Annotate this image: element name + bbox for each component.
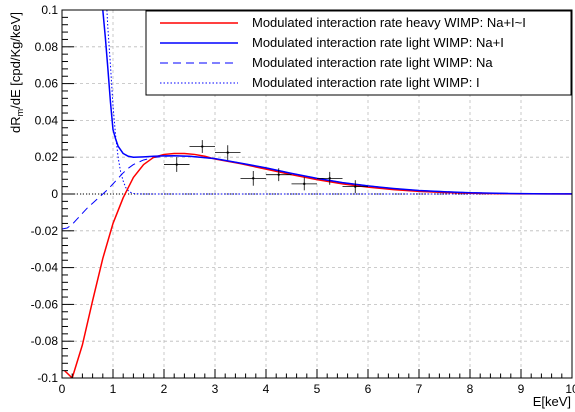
series-line-3 bbox=[106, 10, 572, 195]
y-tick-label: 0 bbox=[51, 187, 58, 201]
data-point bbox=[266, 168, 292, 182]
legend: Modulated interaction rate heavy WIMP: N… bbox=[145, 10, 572, 96]
data-points bbox=[164, 140, 368, 194]
point-marker bbox=[175, 163, 178, 166]
y-tick-label: 0.08 bbox=[35, 40, 59, 54]
point-marker bbox=[201, 145, 204, 148]
data-point bbox=[342, 180, 368, 194]
legend-label-light-i: Modulated interaction rate light WIMP: I bbox=[252, 75, 480, 90]
x-tick-label: 9 bbox=[518, 382, 525, 396]
x-tick-label: 8 bbox=[467, 382, 474, 396]
y-tick-label: 0.06 bbox=[35, 77, 59, 91]
data-point bbox=[215, 145, 241, 160]
point-marker bbox=[252, 177, 255, 180]
data-point bbox=[189, 140, 215, 153]
y-axis-title: dRm/dE [cpd/Kg/keV] bbox=[8, 12, 25, 133]
x-tick-label: 7 bbox=[416, 382, 423, 396]
y-axis-title-main: dR bbox=[8, 116, 23, 133]
x-tick-label: 1 bbox=[110, 382, 117, 396]
x-axis-title: E[keV] bbox=[533, 394, 571, 409]
x-tick-label: 5 bbox=[314, 382, 321, 396]
x-tick-label: 3 bbox=[212, 382, 219, 396]
y-tick-label: 0.02 bbox=[35, 150, 59, 164]
y-tick-label: -0.08 bbox=[31, 334, 59, 348]
y-axis-title-rest: /dE [cpd/Kg/keV] bbox=[8, 12, 23, 109]
point-marker bbox=[354, 185, 357, 188]
y-axis-title-subscript: m bbox=[15, 109, 25, 117]
legend-label-light-na: Modulated interaction rate light WIMP: N… bbox=[252, 55, 493, 70]
y-tick-label: -0.1 bbox=[37, 371, 58, 385]
data-point bbox=[291, 177, 317, 191]
y-tick-label: 0.1 bbox=[41, 3, 58, 17]
y-tick-label: -0.06 bbox=[31, 297, 59, 311]
x-tick-label: 10 bbox=[565, 382, 575, 396]
data-point bbox=[240, 171, 266, 186]
x-tick-label: 6 bbox=[365, 382, 372, 396]
x-tick-label: 4 bbox=[263, 382, 270, 396]
point-marker bbox=[226, 151, 229, 154]
legend-box bbox=[145, 10, 572, 96]
y-tick-label: -0.04 bbox=[31, 261, 59, 275]
y-tick-label: -0.02 bbox=[31, 224, 59, 238]
series-layer bbox=[62, 10, 572, 378]
y-tick-label: 0.04 bbox=[35, 113, 59, 127]
legend-label-heavy: Modulated interaction rate heavy WIMP: N… bbox=[252, 15, 526, 30]
data-point bbox=[317, 171, 343, 185]
point-marker bbox=[303, 182, 306, 186]
series-line-1 bbox=[102, 10, 572, 195]
point-marker bbox=[277, 173, 280, 176]
axes: 0 1 2 3 4 5 6 7 8 9 10 -0.1 -0.08 -0.06 -0.04 -0.02 0 0.0… bbox=[31, 3, 575, 396]
data-point bbox=[164, 157, 190, 172]
x-tick-label: 2 bbox=[161, 382, 168, 396]
x-tick-label: 0 bbox=[59, 382, 66, 396]
point-marker bbox=[328, 177, 331, 180]
legend-label-light-nai: Modulated interaction rate light WIMP: N… bbox=[252, 35, 504, 50]
